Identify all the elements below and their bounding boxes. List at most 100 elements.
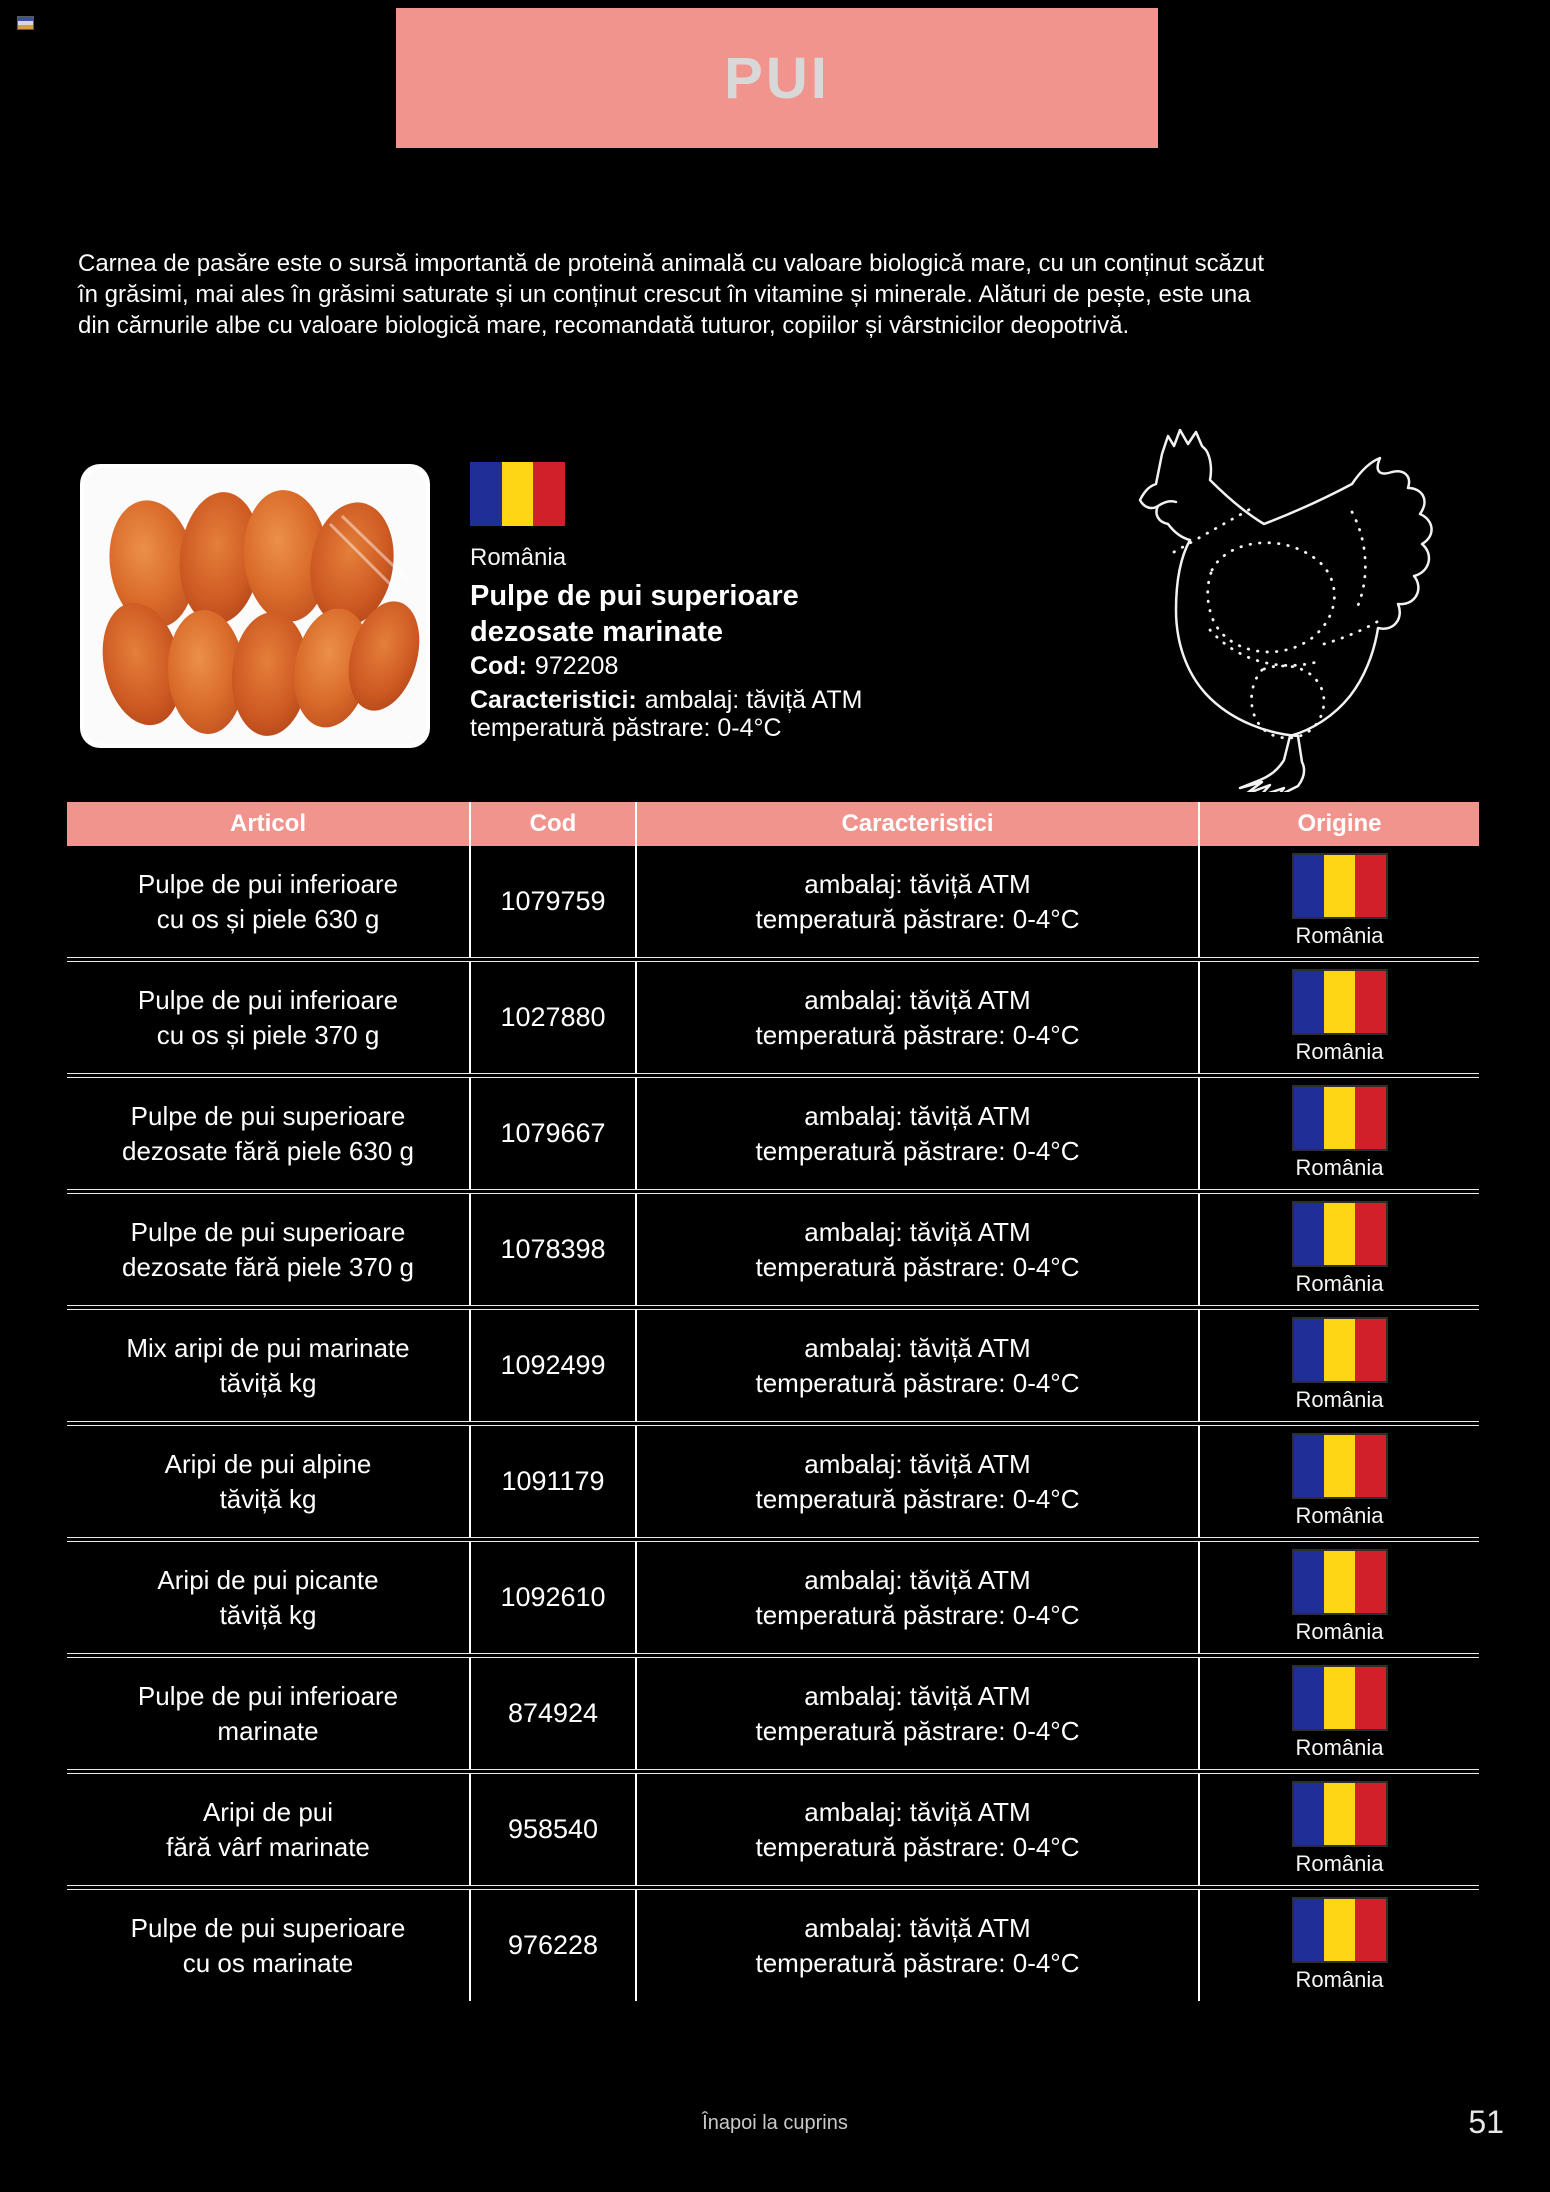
cell-articol: Aripi de pui alpine tăviță kg — [67, 1426, 469, 1537]
table-row: Aripi de pui alpine tăviță kg 1091179 am… — [67, 1426, 1479, 1537]
cell-cod: 958540 — [471, 1774, 635, 1885]
table-row: Mix aripi de pui marinate tăviță kg 1092… — [67, 1310, 1479, 1421]
featured-country: România — [470, 544, 567, 571]
cell-origine: România — [1200, 1658, 1479, 1769]
romania-flag-icon — [1293, 1782, 1386, 1845]
table-row: Aripi de pui picante tăviță kg 1092610 a… — [67, 1542, 1479, 1653]
origin-label: România — [1295, 1502, 1384, 1528]
romania-flag-icon — [1293, 970, 1386, 1033]
row-divider — [67, 1885, 1479, 1890]
mini-flag-stripe — [18, 21, 33, 25]
flag-stripe-blue — [470, 462, 502, 526]
table-row: Pulpe de pui inferioare cu os și piele 6… — [67, 846, 1479, 957]
origin-label: România — [1295, 1154, 1384, 1180]
caracteristici-label: Caracteristici: — [470, 686, 637, 714]
origin-label: România — [1295, 1386, 1384, 1412]
cell-origine: România — [1200, 1194, 1479, 1305]
products-table: Articol Cod Caracteristici Origine Pulpe… — [67, 802, 1479, 2001]
back-to-contents-link[interactable]: Înapoi la cuprins — [702, 2112, 848, 2134]
row-divider — [67, 1537, 1479, 1542]
featured-caracteristici: Caracteristici: ambalaj: tăviță ATM — [470, 686, 862, 715]
cell-origine: România — [1200, 962, 1479, 1073]
origin-label: România — [1295, 1734, 1384, 1760]
page-title: PUI — [724, 45, 830, 111]
row-divider — [67, 1769, 1479, 1774]
row-divider — [67, 957, 1479, 962]
romania-flag-icon — [1293, 1434, 1386, 1497]
featured-title: Pulpe de pui superioare dezosate marinat… — [470, 580, 799, 648]
cell-articol: Pulpe de pui inferioare cu os și piele 3… — [67, 962, 469, 1073]
table-row: Aripi de pui fără vârf marinate 958540 a… — [67, 1774, 1479, 1885]
featured-temperature: temperatură păstrare: 0-4°C — [470, 714, 782, 742]
table-row: Pulpe de pui inferioare cu os și piele 3… — [67, 962, 1479, 1073]
cell-caracteristici: ambalaj: tăviță ATM temperatură păstrare… — [637, 1774, 1198, 1885]
origin-label: România — [1295, 1850, 1384, 1876]
featured-cod: Cod: 972208 — [470, 652, 618, 681]
cell-caracteristici: ambalaj: tăviță ATM temperatură păstrare… — [637, 1310, 1198, 1421]
chicken-cuts-diagram — [1138, 428, 1433, 792]
cell-caracteristici: ambalaj: tăviță ATM temperatură păstrare… — [637, 1890, 1198, 2001]
row-divider — [67, 1421, 1479, 1426]
romania-flag-icon — [1293, 1550, 1386, 1613]
table-row: Pulpe de pui superioare dezosate fără pi… — [67, 1078, 1479, 1189]
origin-label: România — [1295, 1618, 1384, 1644]
cell-origine: România — [1200, 1774, 1479, 1885]
cell-origine: România — [1200, 1890, 1479, 2001]
cell-caracteristici: ambalaj: tăviță ATM temperatură păstrare… — [637, 1078, 1198, 1189]
cell-cod: 1092499 — [471, 1310, 635, 1421]
mini-flag-stripe — [18, 17, 33, 21]
row-divider — [67, 1073, 1479, 1078]
cell-articol: Pulpe de pui inferioare cu os și piele 6… — [67, 846, 469, 957]
cod-label: Cod: — [470, 652, 527, 680]
romania-flag-icon — [1293, 1666, 1386, 1729]
romania-flag-icon — [1293, 1202, 1386, 1265]
cell-articol: Aripi de pui fără vârf marinate — [67, 1774, 469, 1885]
cell-origine: România — [1200, 1078, 1479, 1189]
table-row: Pulpe de pui superioare cu os marinate 9… — [67, 1890, 1479, 2001]
window-flag-icon — [17, 16, 34, 30]
cell-articol: Mix aripi de pui marinate tăviță kg — [67, 1310, 469, 1421]
cell-origine: România — [1200, 846, 1479, 957]
row-divider — [67, 1189, 1479, 1194]
flag-stripe-yellow — [501, 462, 534, 526]
cell-caracteristici: ambalaj: tăviță ATM temperatură păstrare… — [637, 1542, 1198, 1653]
caracteristici-value: ambalaj: tăviță ATM — [644, 686, 863, 714]
cell-cod: 1079759 — [471, 846, 635, 957]
cell-articol: Pulpe de pui superioare cu os marinate — [67, 1890, 469, 2001]
cell-origine: România — [1200, 1542, 1479, 1653]
chicken-tray-image — [84, 468, 426, 744]
cell-caracteristici: ambalaj: tăviță ATM temperatură păstrare… — [637, 846, 1198, 957]
cell-caracteristici: ambalaj: tăviță ATM temperatură păstrare… — [637, 1426, 1198, 1537]
origin-label: România — [1295, 922, 1384, 948]
row-divider — [67, 1653, 1479, 1658]
col-header-origine: Origine — [1200, 802, 1479, 846]
cell-cod: 1079667 — [471, 1078, 635, 1189]
romania-flag-icon — [1293, 854, 1386, 917]
romania-flag-icon — [470, 462, 566, 526]
cell-origine: România — [1200, 1310, 1479, 1421]
col-header-cod: Cod — [471, 802, 635, 846]
origin-label: România — [1295, 1966, 1384, 1992]
page-number: 51 — [1468, 2104, 1504, 2140]
romania-flag-icon — [1293, 1898, 1386, 1961]
cell-cod: 1092610 — [471, 1542, 635, 1653]
origin-label: România — [1295, 1038, 1384, 1064]
product-photo — [80, 464, 430, 748]
cell-cod: 1027880 — [471, 962, 635, 1073]
cell-cod: 976228 — [471, 1890, 635, 2001]
origin-label: România — [1295, 1270, 1384, 1296]
col-header-articol: Articol — [67, 802, 469, 846]
table-row: Pulpe de pui superioare dezosate fără pi… — [67, 1194, 1479, 1305]
cell-articol: Pulpe de pui inferioare marinate — [67, 1658, 469, 1769]
section-banner: PUI — [396, 8, 1158, 148]
cell-caracteristici: ambalaj: tăviță ATM temperatură păstrare… — [637, 1194, 1198, 1305]
intro-paragraph: Carnea de pasăre este o sursă importantă… — [78, 250, 1265, 339]
romania-flag-icon — [1293, 1086, 1386, 1149]
col-header-caracteristici: Caracteristici — [637, 802, 1198, 846]
cell-caracteristici: ambalaj: tăviță ATM temperatură păstrare… — [637, 1658, 1198, 1769]
cell-cod: 1078398 — [471, 1194, 635, 1305]
mini-flag-stripe — [18, 25, 33, 29]
cell-articol: Pulpe de pui superioare dezosate fără pi… — [67, 1078, 469, 1189]
cell-articol: Aripi de pui picante tăviță kg — [67, 1542, 469, 1653]
